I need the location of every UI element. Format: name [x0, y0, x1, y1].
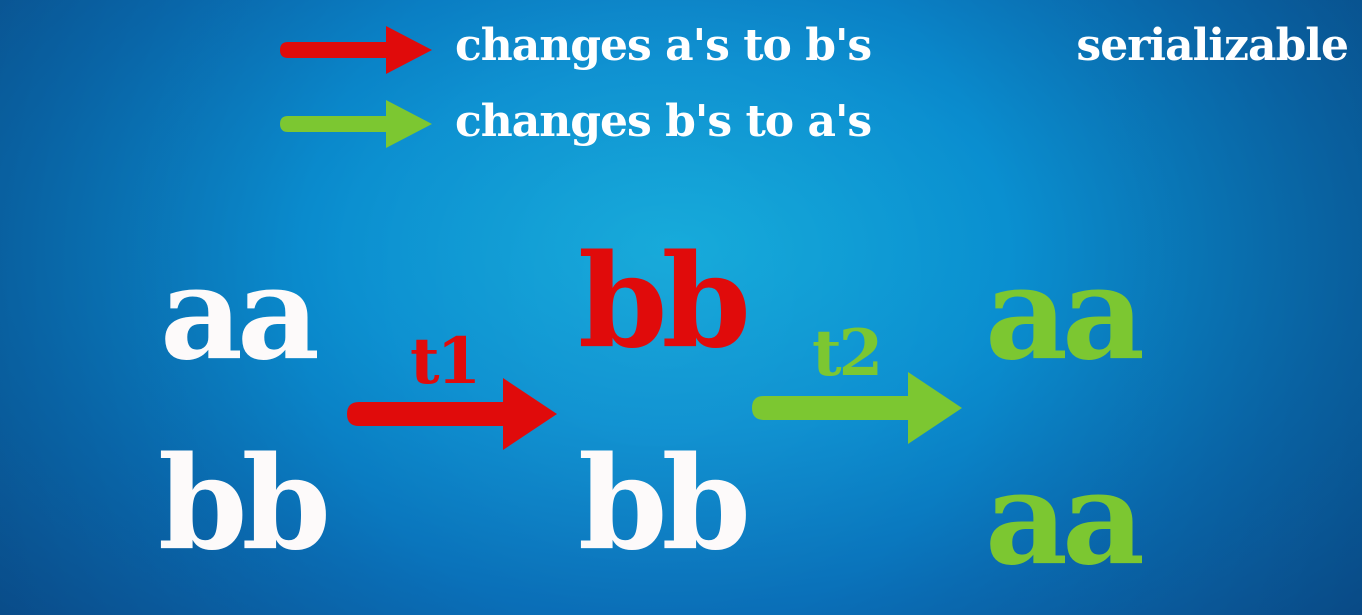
state-1-bottom-value: bb: [158, 429, 331, 579]
state-2-bottom-value: bb: [578, 429, 751, 579]
transition-t1-label: t1: [410, 324, 481, 399]
legend-red-arrow-icon: [280, 26, 432, 74]
diagram-title: serializable: [1076, 20, 1349, 71]
legend-red-label: changes a's to b's: [455, 20, 872, 71]
transition-t1-arrow-icon: [347, 378, 557, 450]
legend-green-arrow-icon: [280, 100, 432, 148]
legend-green-label: changes b's to a's: [455, 96, 872, 147]
state-2-top-value: bb: [578, 227, 751, 377]
transition-t2-label: t2: [812, 316, 883, 391]
transition-t2-arrow-icon: [752, 372, 962, 444]
state-3-bottom-value: aa: [985, 444, 1145, 594]
state-3-top-value: aa: [985, 239, 1145, 389]
state-1-top-value: aa: [160, 239, 320, 389]
